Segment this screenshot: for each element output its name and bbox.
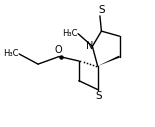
Polygon shape (98, 56, 120, 66)
Text: H₃C: H₃C (62, 29, 77, 37)
Text: H₃C: H₃C (3, 49, 18, 58)
Text: O: O (55, 45, 62, 55)
Text: N: N (86, 41, 93, 51)
Text: S: S (96, 91, 102, 101)
Text: S: S (98, 5, 105, 15)
